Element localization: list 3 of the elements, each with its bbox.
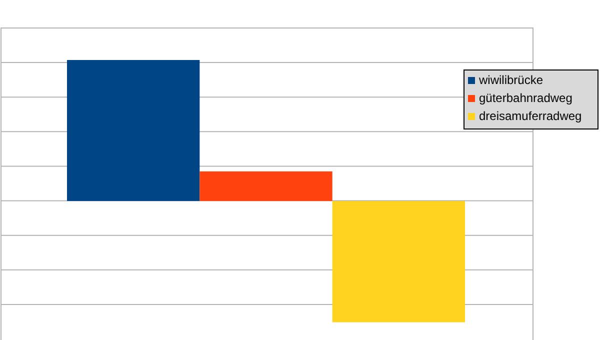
- legend-label: dreisamuferradweg: [479, 109, 582, 123]
- legend-label: güterbahnradweg: [479, 91, 572, 105]
- legend-label: wiwilibrücke: [478, 73, 544, 87]
